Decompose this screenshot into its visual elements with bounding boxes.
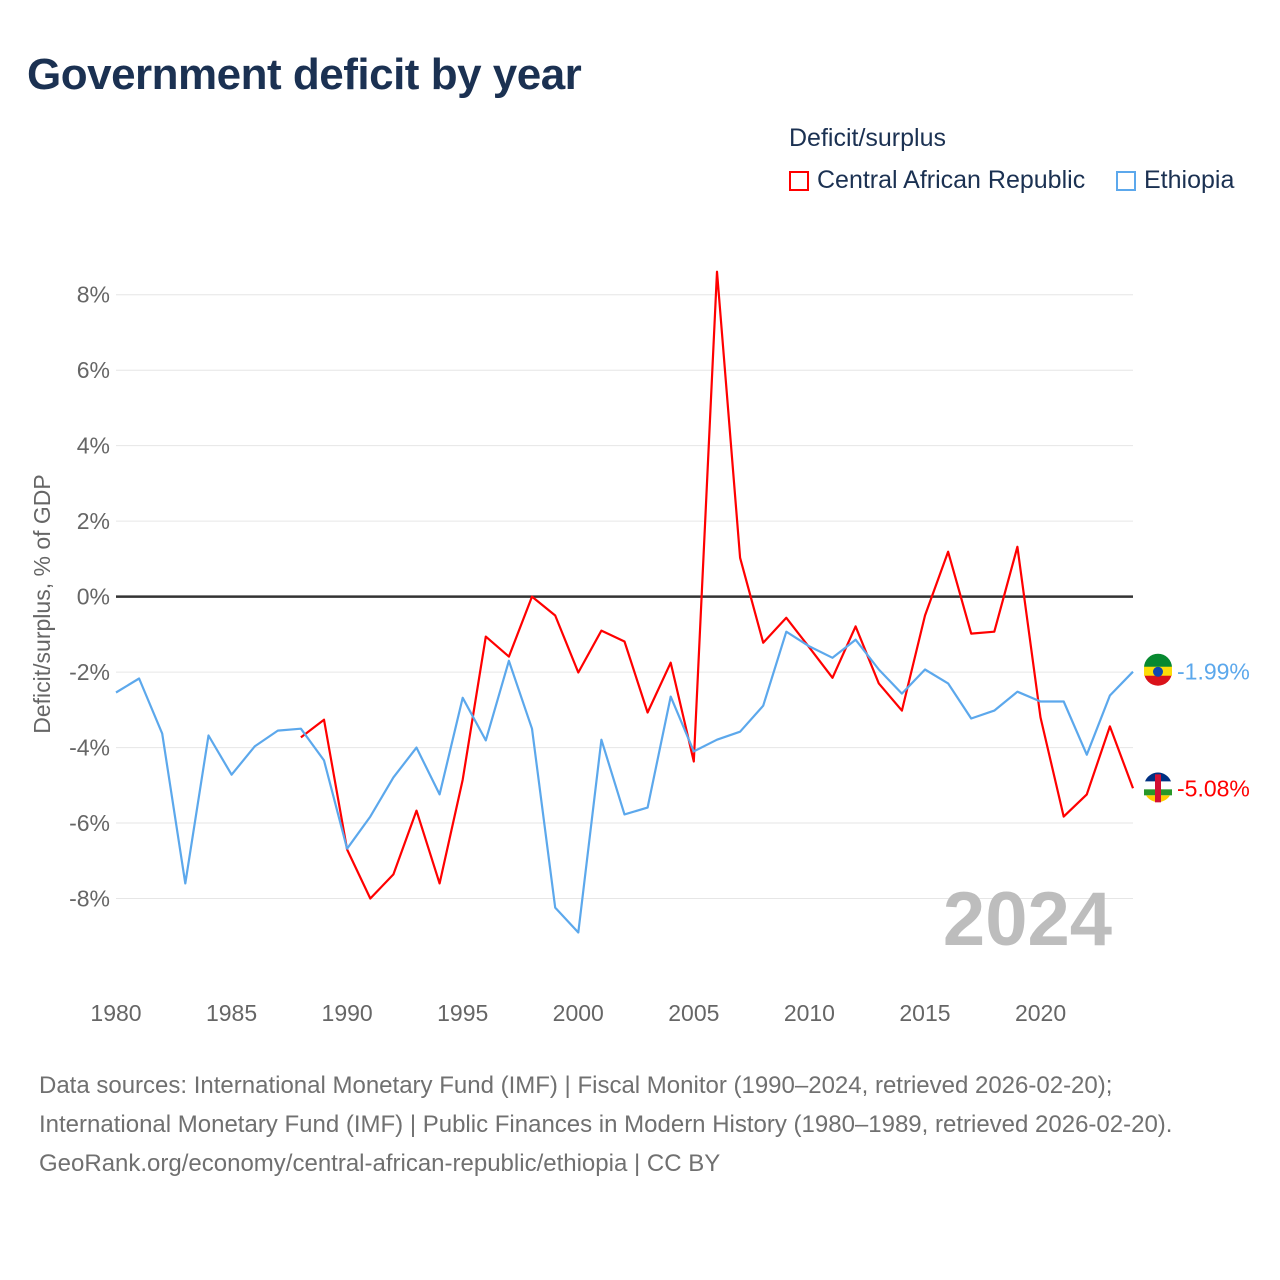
y-tick-label: -8% — [69, 886, 110, 912]
year-label: 2024 — [943, 877, 1112, 962]
flag-icon-ethiopia — [1144, 653, 1172, 686]
y-tick-label: -4% — [69, 735, 110, 761]
legend-swatch-ethiopia — [1116, 170, 1136, 191]
x-tick-label: 2005 — [668, 1000, 719, 1026]
sources-note: Data sources: International Monetary Fun… — [39, 1066, 1239, 1183]
end-value-label-car: -5.08% — [1177, 775, 1250, 801]
y-tick-label: -6% — [69, 810, 110, 836]
y-tick-label: 4% — [77, 433, 110, 459]
legend-label-car: Central African Republic — [817, 166, 1086, 194]
series-line-car[interactable] — [300, 270, 1135, 900]
page-title: Government deficit by year — [27, 50, 582, 99]
x-tick-label: 2000 — [553, 1000, 604, 1026]
line-chart: 8% 6% 4% 2% 0% -2% -4% -6% -8% 1980 1985 1990 1995 2… — [29, 270, 1250, 1026]
legend-item-car[interactable]: Central African Republic — [789, 166, 1085, 195]
x-tick-label: 2020 — [1015, 1000, 1066, 1026]
y-axis-label: Deficit/surplus, % of GDP — [29, 474, 55, 733]
y-tick-label: 0% — [77, 584, 110, 610]
data-sources: Data sources: International Monetary Fun… — [39, 1072, 1173, 1138]
x-tick-label: 1980 — [90, 1000, 141, 1026]
y-tick-label: 8% — [77, 282, 110, 308]
legend-item-ethiopia[interactable]: Ethiopia — [1116, 166, 1234, 195]
end-value-label-ethiopia: -1.99% — [1177, 659, 1250, 685]
x-tick-label: 1990 — [322, 1000, 373, 1026]
y-tick-label: -2% — [69, 659, 110, 685]
flag-icon-car — [1144, 772, 1172, 803]
y-tick-label: 2% — [77, 508, 110, 534]
source-link[interactable]: GeoRank.org/economy/central-african-repu… — [39, 1150, 721, 1177]
legend-label-ethiopia: Ethiopia — [1144, 166, 1235, 194]
x-tick-label: 2010 — [784, 1000, 835, 1026]
x-tick-label: 1995 — [437, 1000, 488, 1026]
legend-title: Deficit/surplus — [789, 124, 946, 152]
series-line-ethiopia[interactable] — [115, 630, 1134, 934]
legend-swatch-car — [789, 170, 809, 191]
y-tick-label: 6% — [77, 357, 110, 383]
x-tick-label: 2015 — [899, 1000, 950, 1026]
x-tick-label: 1985 — [206, 1000, 257, 1026]
